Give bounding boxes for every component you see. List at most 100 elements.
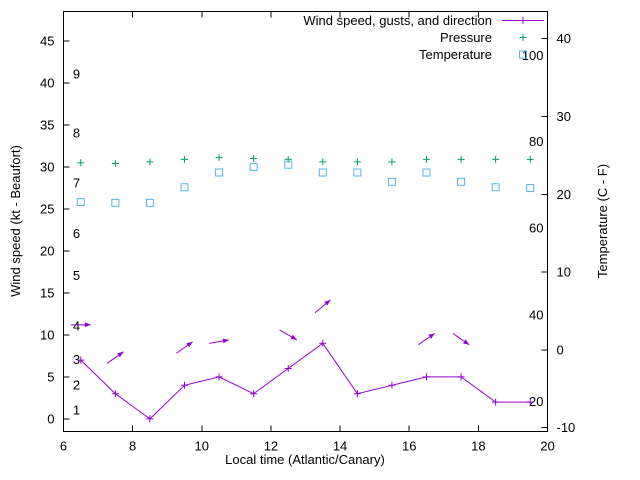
y-right-tick-label: 20 (557, 187, 571, 202)
pressure-point-marker (146, 158, 154, 166)
y-left-tick-label: 5 (47, 369, 54, 384)
wind-point-marker (146, 415, 154, 423)
wind-point-marker (353, 390, 361, 398)
legend-sample-pressure (501, 31, 545, 44)
pressure-point-marker (111, 160, 119, 168)
y-left-tick-label: 35 (40, 117, 54, 132)
wind-direction-arrowhead (324, 299, 331, 306)
y-right-tick-label: -10 (557, 420, 576, 435)
x-tick-label: 8 (129, 439, 136, 454)
wind-point-marker (423, 373, 430, 381)
x-tick-label: 14 (333, 439, 347, 454)
temperature-point-marker (284, 160, 293, 169)
wind-direction-arrowhead (463, 339, 470, 345)
pressure-point-marker (181, 155, 188, 163)
wind-point-marker (319, 339, 327, 347)
wind-point-marker (457, 373, 465, 381)
x-axis-title: Local time (Atlantic/Canary) (225, 452, 385, 467)
temperature-point-marker (457, 177, 466, 186)
wind-point-marker (181, 381, 188, 389)
fahrenheit-scale-label: 100 (522, 48, 544, 63)
y-left-tick-label: 0 (47, 411, 54, 426)
temperature-point-marker (387, 177, 396, 186)
beaufort-scale-label: 1 (73, 403, 80, 418)
wind-direction-arrowhead (84, 322, 91, 328)
temperature-point-marker (353, 168, 362, 177)
wind-point-marker (492, 398, 500, 406)
temperature-point-marker (526, 184, 535, 193)
y-right-tick-label: 40 (557, 31, 571, 46)
wind-direction-arrowhead (290, 334, 297, 340)
pressure-point-marker (353, 158, 361, 166)
beaufort-scale-label: 5 (73, 268, 80, 283)
pressure-point-marker (526, 155, 534, 163)
temperature-point-marker (180, 183, 189, 192)
temperature-point-marker (215, 168, 224, 177)
legend-item-temperature: Temperature (303, 46, 545, 63)
temperature-point-marker (76, 198, 85, 207)
beaufort-scale-label: 9 (73, 67, 80, 82)
temperature-point-marker (249, 163, 258, 172)
y-axis-title-left: Wind speed (kt - Beaufort) (8, 145, 23, 297)
pressure-point-marker (388, 158, 396, 166)
pressure-point-marker (457, 155, 465, 163)
legend-sample-wind (501, 14, 545, 27)
wind-direction-arrowhead (222, 338, 229, 344)
temperature-point-marker (145, 198, 154, 207)
y-axis-title-right: Temperature (C - F) (595, 163, 610, 279)
wind-direction-arrowhead (186, 341, 193, 348)
beaufort-scale-label: 4 (73, 319, 80, 334)
y-right-tick-label: 30 (557, 109, 571, 124)
legend: Wind speed, gusts, and direction Pressur… (303, 12, 545, 63)
pressure-point-marker (250, 155, 258, 162)
pressure-point-marker (423, 155, 430, 163)
wind-point-marker (111, 390, 119, 398)
beaufort-scale-label: 2 (73, 377, 80, 392)
wind-direction-arrowhead (117, 351, 124, 358)
wind-point-marker (215, 373, 223, 381)
pressure-point-marker (215, 154, 223, 162)
wind-direction-arrowhead (428, 333, 435, 339)
wind-point-marker (250, 390, 258, 398)
temperature-point-marker (318, 168, 327, 177)
beaufort-scale-label: 8 (73, 125, 80, 140)
beaufort-scale-label: 7 (73, 176, 80, 191)
temperature-point-marker (422, 168, 431, 177)
legend-label-wind: Wind speed, gusts, and direction (303, 13, 492, 28)
x-tick-label: 12 (264, 439, 278, 454)
x-tick-label: 16 (402, 439, 416, 454)
y-left-tick-label: 20 (40, 243, 54, 258)
legend-key-glyph (502, 17, 544, 24)
wind-point-marker (77, 356, 85, 364)
y-left-tick-label: 15 (40, 285, 54, 300)
pressure-point-marker (492, 155, 500, 163)
wind-speed-line (80, 342, 531, 420)
fahrenheit-scale-label: 80 (529, 134, 543, 149)
wind-point-marker (388, 381, 396, 389)
plot-border (63, 11, 548, 432)
x-tick-label: 6 (60, 439, 67, 454)
x-tick-label: 20 (540, 439, 554, 454)
x-tick-label: 18 (471, 439, 485, 454)
fahrenheit-scale-label: 20 (529, 394, 543, 409)
legend-label-pressure: Pressure (439, 30, 492, 45)
legend-item-wind: Wind speed, gusts, and direction (303, 12, 545, 29)
y-left-tick-label: 10 (40, 327, 54, 342)
legend-key-glyph (519, 50, 527, 59)
y-right-tick-label: 10 (557, 265, 571, 280)
fahrenheit-scale-label: 60 (529, 221, 543, 236)
pressure-point-marker (77, 159, 85, 167)
legend-item-pressure: Pressure (303, 29, 545, 46)
legend-sample-temperature (501, 48, 545, 61)
temperature-point-marker (491, 183, 500, 192)
y-right-tick-label: 0 (557, 342, 564, 357)
y-left-tick-label: 30 (40, 159, 54, 174)
wind-point-marker (284, 365, 292, 372)
temperature-point-marker (111, 198, 120, 207)
legend-label-temperature: Temperature (419, 47, 492, 62)
pressure-point-marker (319, 158, 327, 166)
legend-key-glyph (519, 34, 527, 41)
fahrenheit-scale-label: 40 (529, 308, 543, 323)
